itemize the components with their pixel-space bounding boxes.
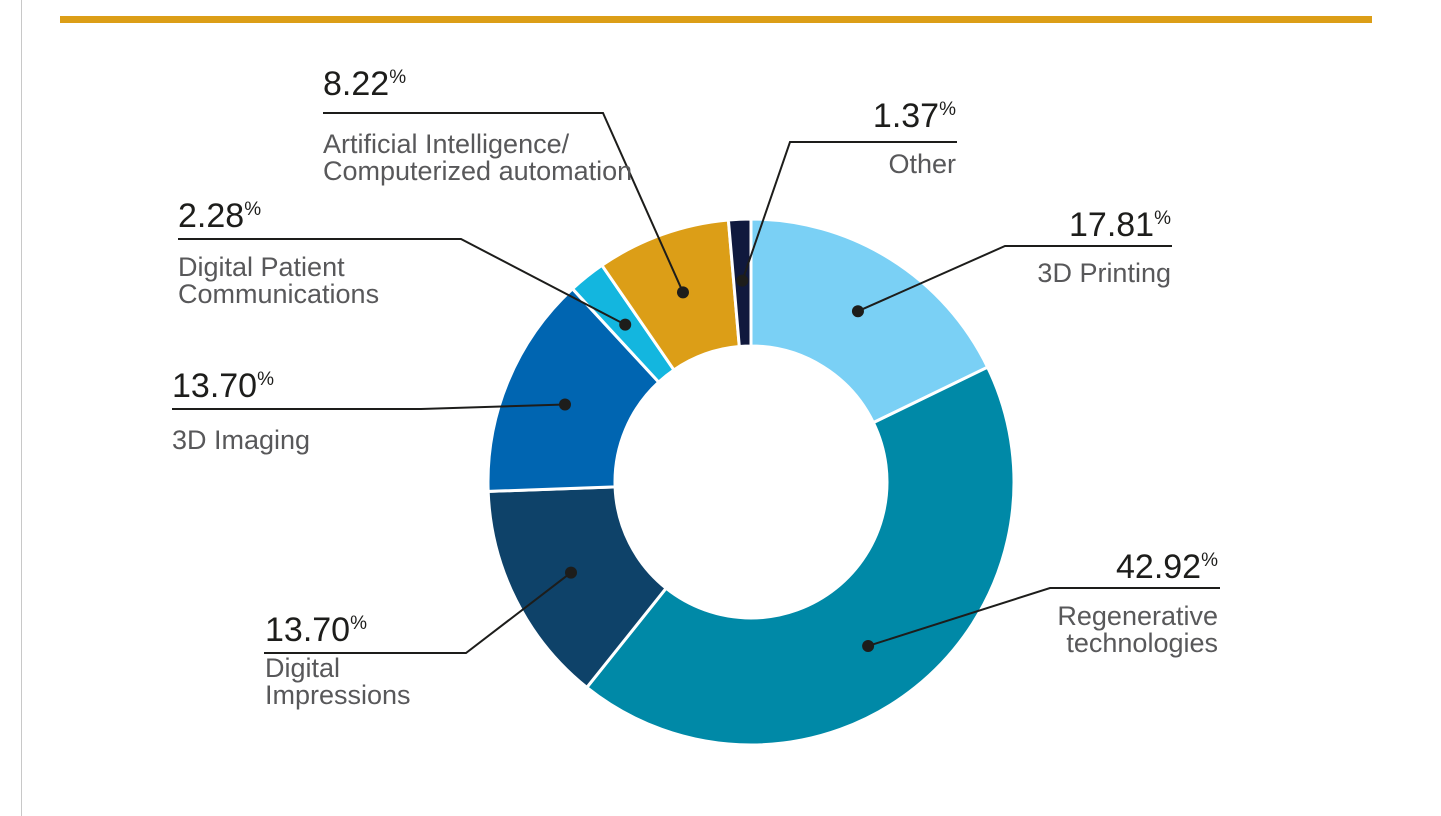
annotation-3d-printing: 17.81% 3D Printing [851, 206, 1172, 318]
value-label-regenerative-technologies: 42.92% [1116, 548, 1218, 586]
leader-dot-3d-printing [851, 305, 864, 318]
annotation-digital-patient-communications: 2.28% Digital Patient Communications [178, 197, 632, 331]
category-label-regenerative-technologies: Regenerative technologies [1057, 601, 1218, 658]
leader-dot-3d-imaging [558, 398, 571, 411]
category-label-other: Other [888, 149, 956, 179]
leader-dot-ai-computerized-automation [676, 286, 689, 299]
top-accent-rule [60, 16, 1372, 23]
leader-dot-regenerative-technologies [862, 639, 875, 652]
donut-annotations: 17.81% 3D Printing 42.92% Regenerative techn… [172, 65, 1220, 710]
annotation-ai-computerized-automation: 8.22% Artificial Intelligence/Computerize… [323, 65, 689, 299]
annotation-other: 1.37% Other [736, 97, 957, 287]
annotation-3d-imaging: 13.70% 3D Imaging [172, 367, 571, 455]
annotation-digital-impressions: 13.70% Digital Impressions [264, 566, 578, 710]
value-label-3d-printing: 17.81% [1069, 206, 1171, 244]
value-label-digital-impressions: 13.70% [265, 611, 367, 649]
category-label-ai-computerized-automation: Artificial Intelligence/Computerized aut… [323, 129, 632, 186]
value-label-3d-imaging: 13.70% [172, 367, 274, 405]
category-label-digital-impressions: Digital Impressions [265, 653, 411, 710]
slice-3d-printing[interactable] [749, 217, 990, 425]
left-margin-rule [21, 0, 22, 816]
value-label-ai-computerized-automation: 8.22% [323, 65, 406, 103]
category-label-3d-printing: 3D Printing [1037, 258, 1171, 288]
leader-dot-digital-impressions [565, 566, 578, 579]
leader-dot-other [736, 274, 749, 287]
slice-regenerative-technologies[interactable] [584, 365, 1016, 747]
category-label-3d-imaging: 3D Imaging [172, 425, 310, 455]
category-label-digital-patient-communications: Digital Patient Communications [178, 252, 379, 309]
leader-dot-digital-patient-communications [619, 318, 632, 331]
donut-slices [486, 217, 1016, 747]
annotation-regenerative-technologies: 42.92% Regenerative technologies [862, 548, 1220, 658]
value-label-other: 1.37% [873, 97, 956, 135]
value-label-digital-patient-communications: 2.28% [178, 197, 261, 235]
